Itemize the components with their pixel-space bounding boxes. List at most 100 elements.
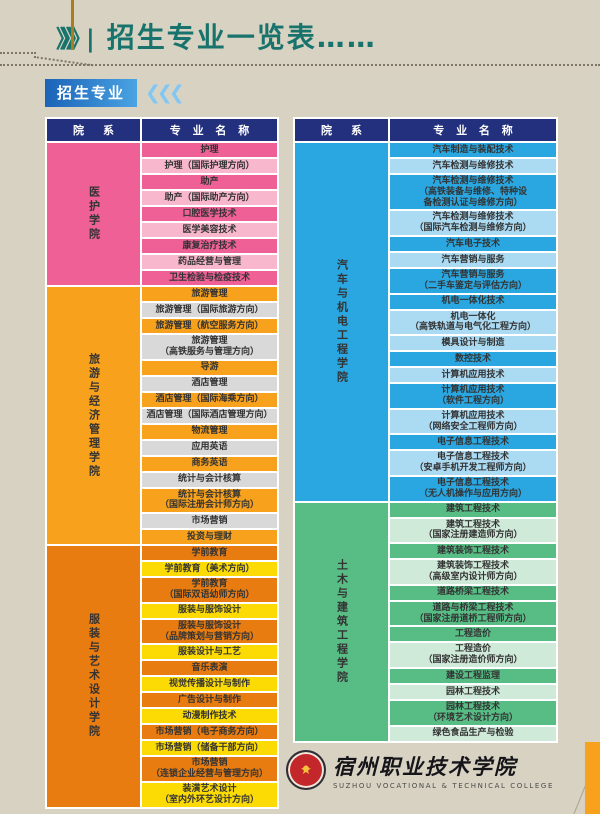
major-cell: 汽车制造与装配技术 [390, 143, 556, 157]
department-section: 服装与艺术设计学院 学前教育 学前教育（美术方向） 学前教育 （国际双语幼师方向） 服装… [47, 546, 277, 807]
college-emblem-icon: ★ [286, 750, 326, 790]
major-cell: 电子信息工程技术 （无人机操作与应用方向） [390, 476, 556, 501]
page-title: 招生专业一览表…… [106, 21, 377, 54]
dotted-notch-line [0, 52, 36, 54]
department-name: 土木与建筑工程学院 [295, 502, 388, 741]
major-cell: 口腔医学技术 [142, 207, 277, 221]
major-cell: 道路与桥梁工程技术 （国家注册道桥工程师方向） [390, 601, 556, 626]
major-cell: 旅游管理（航空服务方向） [142, 319, 277, 333]
corner-accent-bar [585, 742, 600, 814]
major-cell: 汽车电子技术 [390, 236, 556, 251]
major-cell: 广告设计与制作 [142, 693, 277, 708]
department-name: 医护学院 [47, 143, 140, 285]
department-column-header: 院 系 [47, 119, 140, 141]
major-cell: 统计与会计核算 （国际注册会计师方向） [142, 488, 277, 513]
major-column-header: 专 业 名 称 [390, 119, 556, 141]
major-cell: 投资与理财 [142, 530, 277, 545]
major-cell: 护理（国际护理方向） [142, 159, 277, 173]
college-signature: ★ 宿州职业技术学院 SUZHOU VOCATIONAL & TECHNICAL… [286, 750, 554, 790]
major-list: 学前教育 学前教育（美术方向） 学前教育 （国际双语幼师方向） 服装与服饰设计 服装与服… [142, 546, 277, 807]
major-cell: 电子信息工程技术 （安卓手机开发工程师方向） [390, 451, 556, 475]
major-cell: 医学美容技术 [142, 223, 277, 237]
major-cell: 计算机应用技术 （网络安全工程师方向） [390, 409, 556, 434]
major-cell: 园林工程技术 [390, 684, 556, 699]
major-cell: 数控技术 [390, 352, 556, 367]
right-majors-table: 院 系 专 业 名 称 汽车与机电工程学院 汽车制造与装配技术 汽车检测与维修技术汽… [293, 117, 558, 743]
major-cell: 动漫制作技术 [142, 709, 277, 724]
department-section: 汽车与机电工程学院 汽车制造与装配技术 汽车检测与维修技术汽车检测与维修技术 （高铁… [295, 143, 556, 501]
department-section: 土木与建筑工程学院 建筑工程技术 建筑工程技术 （国家注册建造师方向） 建筑装饰工程技… [295, 502, 556, 741]
department-section: 医护学院 护理 护理（国际护理方向） 助产 助产（国际助产方向） 口腔医学技术 医学美容技术… [47, 143, 277, 285]
major-cell: 助产 [142, 175, 277, 189]
major-cell: 视觉传播设计与制作 [142, 677, 277, 692]
major-cell: 电子信息工程技术 [390, 435, 556, 450]
major-cell: 模具设计与制造 [390, 336, 556, 351]
major-cell: 护理 [142, 143, 277, 157]
major-cell: 汽车营销与服务 [390, 252, 556, 267]
major-cell: 酒店管理（国际海乘方向） [142, 392, 277, 407]
major-cell: 建筑装饰工程技术 （高级室内设计师方向） [390, 560, 556, 584]
emblem-star-icon: ★ [300, 762, 312, 778]
major-cell: 应用英语 [142, 440, 277, 455]
department-name: 旅游与经济管理学院 [47, 287, 140, 545]
major-cell: 汽车检测与维修技术 （国际汽车检测与维修方向） [390, 211, 556, 235]
major-cell: 旅游管理（国际旅游方向） [142, 303, 277, 317]
major-cell: 学前教育 [142, 546, 277, 561]
table-header-row: 院 系 专 业 名 称 [47, 119, 277, 141]
major-cell: 汽车检测与维修技术 [390, 159, 556, 173]
major-list: 汽车制造与装配技术 汽车检测与维修技术汽车检测与维修技术 （高铁装备与维修、特种设… [390, 143, 556, 501]
section-badge: 招生专业 [45, 79, 138, 107]
major-cell: 旅游管理 [142, 287, 277, 301]
major-cell: 市场营销 [142, 514, 277, 529]
major-cell: 建筑装饰工程技术 [390, 544, 556, 559]
major-cell: 市场营销（储备干部方向） [142, 741, 277, 756]
major-cell: 绿色食品生产与检验 [390, 726, 556, 741]
major-cell: 建设工程监理 [390, 668, 556, 683]
department-column-header: 院 系 [295, 119, 388, 141]
college-name-english: SUZHOU VOCATIONAL & TECHNICAL COLLEGE [333, 781, 554, 790]
major-cell: 音乐表演 [142, 661, 277, 676]
dotted-divider [0, 64, 600, 66]
title-row: 》》》| 招生专业一览表…… [0, 0, 600, 56]
college-name-block: 宿州职业技术学院 SUZHOU VOCATIONAL & TECHNICAL C… [333, 751, 554, 790]
major-cell: 服装设计与工艺 [142, 645, 277, 660]
major-cell: 康复治疗技术 [142, 239, 277, 253]
major-cell: 服装与服饰设计 [142, 603, 277, 618]
major-cell: 酒店管理（国际酒店管理方向） [142, 408, 277, 423]
gold-accent-line [71, 0, 74, 50]
major-list: 旅游管理旅游管理（国际旅游方向） 旅游管理（航空服务方向） 旅游管理 （高铁服务与管… [142, 287, 277, 545]
major-cell: 园林工程技术 （环境艺术设计方向） [390, 700, 556, 725]
triple-chevron-left-icon: ❮❮❮ [145, 82, 185, 104]
section-badge-row: 招生专业 ❮❮❮ [45, 79, 600, 107]
major-cell: 导游 [142, 360, 277, 375]
major-cell: 学前教育（美术方向） [142, 562, 277, 577]
department-name: 汽车与机电工程学院 [295, 143, 388, 501]
major-cell: 商务英语 [142, 456, 277, 471]
major-list: 护理 护理（国际护理方向） 助产 助产（国际助产方向） 口腔医学技术 医学美容技术 康复治疗… [142, 143, 277, 285]
major-column-header: 专 业 名 称 [142, 119, 277, 141]
table-header-row: 院 系 专 业 名 称 [295, 119, 556, 141]
major-cell: 计算机应用技术 [390, 368, 556, 383]
major-cell: 服装与服饰设计 （品牌策划与营销方向） [142, 619, 277, 644]
major-cell: 计算机应用技术 （软件工程方向） [390, 384, 556, 408]
major-list: 建筑工程技术 建筑工程技术 （国家注册建造师方向） 建筑装饰工程技术 建筑装饰工程技术… [390, 502, 556, 741]
major-cell: 药品经营与管理 [142, 255, 277, 269]
major-cell: 道路桥梁工程技术 [390, 585, 556, 600]
major-cell: 物流管理 [142, 424, 277, 439]
major-cell: 工程造价 [390, 627, 556, 642]
left-majors-table: 院 系 专 业 名 称 医护学院 护理 护理（国际护理方向） 助产 助产（国际助产方向）… [45, 117, 279, 809]
major-cell: 建筑工程技术 [390, 502, 556, 517]
major-cell: 汽车检测与维修技术 （高铁装备与维修、特种设 备检测认证与维修方向） [390, 175, 556, 210]
department-name: 服装与艺术设计学院 [47, 546, 140, 807]
major-cell: 旅游管理 （高铁服务与管理方向） [142, 335, 277, 359]
major-cell: 市场营销 （连锁企业经营与管理方向） [142, 757, 277, 781]
major-cell: 统计与会计核算 [142, 472, 277, 487]
department-section: 旅游与经济管理学院 旅游管理 旅游管理（国际旅游方向） 旅游管理（航空服务方向） 旅游管… [47, 287, 277, 545]
college-name-chinese: 宿州职业技术学院 [333, 753, 517, 779]
major-cell: 装潢艺术设计 （室内外环艺设计方向） [142, 782, 277, 807]
major-cell: 机电一体化技术 [390, 294, 556, 309]
major-cell: 工程造价 （国家注册造价师方向） [390, 643, 556, 667]
tables-container: 院 系 专 业 名 称 医护学院 护理 护理（国际护理方向） 助产 助产（国际助产方向）… [45, 117, 558, 809]
major-cell: 建筑工程技术 （国家注册建造师方向） [390, 518, 556, 543]
major-cell: 汽车营销与服务 （二手车鉴定与评估方向） [390, 268, 556, 293]
